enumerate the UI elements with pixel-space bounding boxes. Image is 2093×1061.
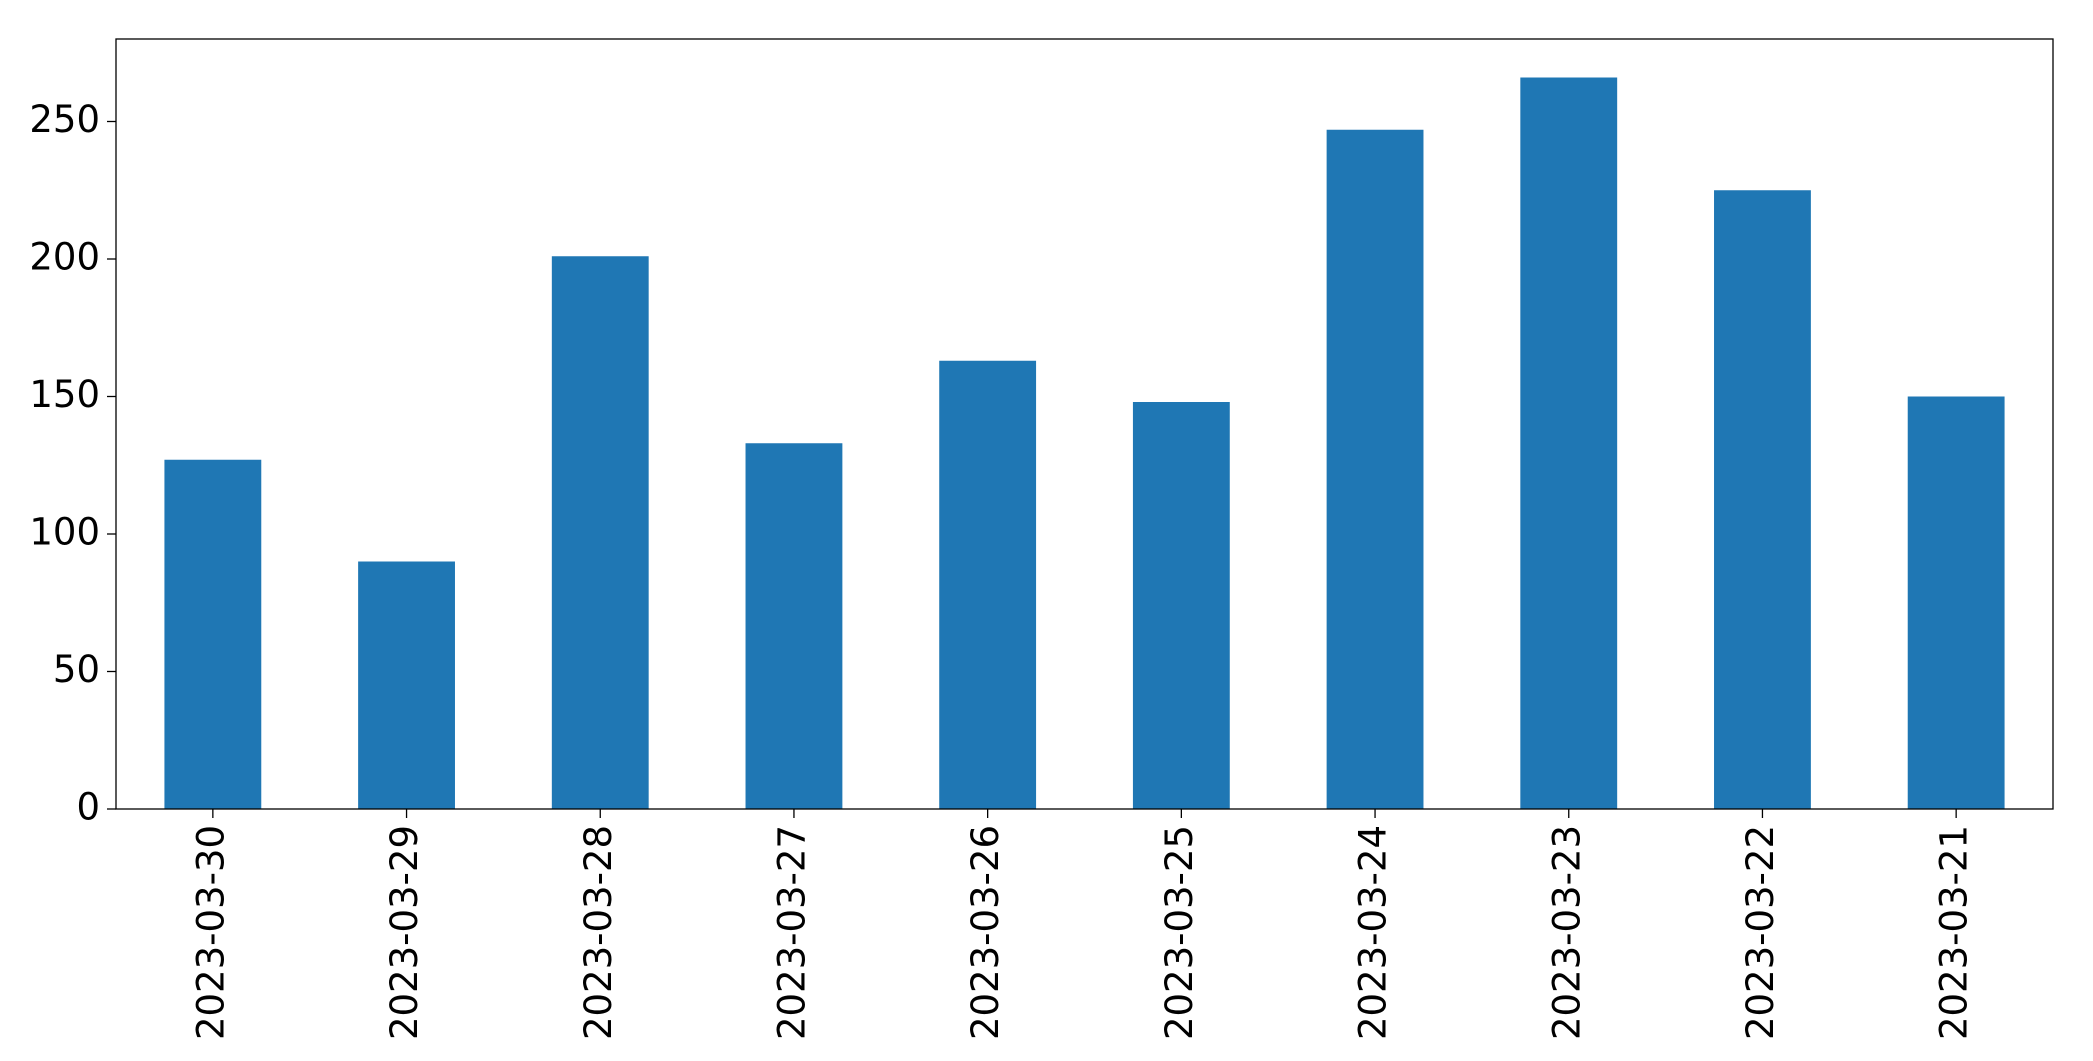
- y-tick-label: 150: [29, 373, 100, 416]
- y-tick-label: 100: [29, 511, 100, 554]
- x-tick-label: 2023-03-27: [770, 825, 813, 1040]
- x-tick-label: 2023-03-22: [1739, 825, 1782, 1040]
- bar: [939, 360, 1037, 809]
- y-tick-label: 250: [29, 98, 100, 141]
- bar: [1520, 77, 1618, 809]
- x-tick-label: 2023-03-28: [577, 825, 620, 1040]
- x-tick-label: 2023-03-24: [1352, 825, 1395, 1040]
- bar: [1326, 129, 1424, 809]
- bar: [358, 561, 455, 809]
- x-tick-label: 2023-03-23: [1545, 825, 1588, 1040]
- plot-frame: [115, 38, 2054, 810]
- x-tick-label: 2023-03-25: [1158, 825, 1201, 1040]
- x-tick-label: 2023-03-26: [964, 825, 1007, 1040]
- bar: [1132, 402, 1230, 809]
- x-tick-label: 2023-03-30: [189, 825, 232, 1040]
- y-tick-label: 50: [53, 648, 100, 691]
- bar: [1714, 190, 1811, 809]
- bar: [551, 256, 649, 809]
- y-tick-label: 0: [76, 786, 100, 829]
- x-tick-label: 2023-03-29: [383, 825, 426, 1040]
- bar: [745, 443, 843, 809]
- x-tick-label: 2023-03-21: [1933, 825, 1976, 1040]
- bar: [164, 459, 262, 809]
- y-tick-label: 200: [29, 236, 100, 279]
- bar: [1907, 396, 2005, 809]
